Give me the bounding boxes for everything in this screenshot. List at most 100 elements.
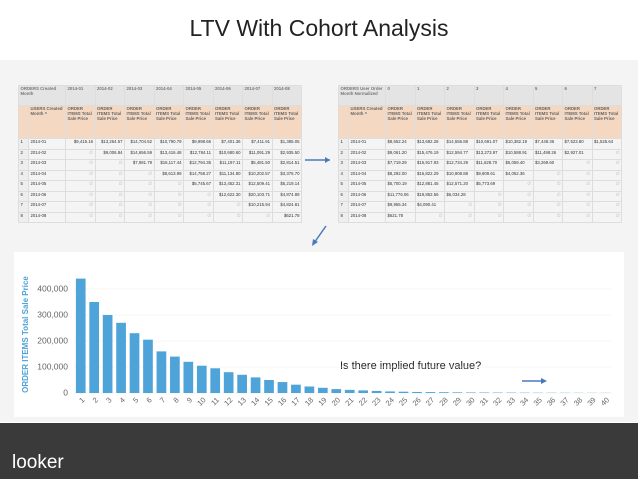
cell: ∅ — [124, 201, 155, 213]
cell: $14,758.27 — [183, 169, 214, 181]
cell: $13,264.57 — [94, 138, 125, 150]
header-row: ORDERS Created Month 2014-01 2014-02 2014-0… — [18, 85, 302, 106]
cell: $8,552.24 — [385, 138, 416, 150]
row-label-header: USERS Created Month ^ — [348, 105, 386, 139]
cell: $6,034.28 — [444, 190, 475, 202]
column-header: 7 — [591, 85, 622, 106]
bar — [116, 322, 126, 393]
cell: $5,700.19 — [385, 180, 416, 192]
column-header: 2014-06 — [212, 85, 243, 106]
cell: ∅ — [503, 211, 534, 223]
row-label: 2014-05 — [28, 180, 66, 192]
cell: ∅ — [503, 190, 534, 202]
cell: ∅ — [503, 180, 534, 192]
y-tick-label: 400,000 — [37, 283, 68, 293]
cell: $5,059.40 — [503, 159, 534, 171]
cell: $7,981.79 — [124, 159, 155, 171]
cell: $10,908.88 — [444, 169, 475, 181]
cell: ∅ — [562, 180, 593, 192]
bar — [264, 380, 274, 393]
cell: $7,448.36 — [532, 138, 563, 150]
cell: $10,382.19 — [503, 138, 534, 150]
cell: ∅ — [183, 211, 214, 223]
cell: ∅ — [562, 211, 593, 223]
table-row: 1 2014-01 $8,552.24 $13,682.28 $14,556.88 $10… — [338, 138, 622, 150]
cell: $9,998.66 — [183, 138, 214, 150]
bar — [439, 392, 449, 393]
table-row: 7 2014-07 $9,955.34 $4,090.41 ∅ ∅ ∅ ∅ ∅ ∅ — [338, 201, 622, 213]
cell: $11,134.80 — [212, 169, 243, 181]
x-tick-label: 1 — [77, 395, 86, 404]
row-number-header — [338, 105, 349, 139]
arrow-head — [541, 378, 547, 384]
cell: $9,809.61 — [473, 169, 504, 181]
slide-title: LTV With Cohort Analysis — [189, 15, 448, 41]
bar — [344, 389, 355, 393]
y-axis-label: ORDER ITEMS Total Sale Price — [21, 276, 30, 393]
cell: ∅ — [444, 211, 475, 223]
column-header: 2014-02 — [94, 85, 125, 106]
row-number: 1 — [338, 138, 349, 150]
cell: ∅ — [94, 159, 125, 171]
row-label: 2014-06 — [28, 190, 66, 202]
bar — [358, 390, 369, 393]
cell: $4,090.41 — [414, 201, 445, 213]
cell: ∅ — [591, 190, 622, 202]
cell: ∅ — [94, 211, 125, 223]
column-header: 2014-05 — [183, 85, 214, 106]
x-tick-label: 2 — [91, 395, 100, 404]
cell: $5,481.50 — [242, 159, 273, 171]
x-tick-label: 11 — [209, 395, 221, 407]
cell: ∅ — [591, 148, 622, 160]
row-number: 6 — [18, 190, 29, 202]
cell: $14,556.88 — [444, 138, 475, 150]
cell: ∅ — [94, 190, 125, 202]
y-tick-label: 200,000 — [37, 335, 68, 345]
cell: ∅ — [473, 201, 504, 213]
cell: ∅ — [124, 169, 155, 181]
corner-header: ORDERS User Order Month Normalized — [338, 85, 386, 106]
cell: $2,814.51 — [271, 159, 302, 171]
row-number: 2 — [18, 148, 29, 160]
cell: ∅ — [65, 159, 96, 171]
row-label: 2014-08 — [348, 211, 386, 223]
subheader-row: USERS Created Month ^ ORDER ITEMS Total S… — [338, 105, 622, 139]
cell: $4,824.81 — [271, 201, 302, 213]
cell: ∅ — [591, 211, 622, 223]
column-header: 2 — [444, 85, 475, 106]
bar — [317, 387, 328, 393]
table-row: 5 2014-05 $5,700.19 $12,881.45 $12,571.20 $5,… — [338, 180, 622, 192]
bar — [331, 389, 342, 393]
cell: $15,917.93 — [414, 159, 445, 171]
column-header: 3 — [473, 85, 504, 106]
bar — [425, 392, 436, 393]
cell: $10,790.79 — [153, 138, 184, 150]
logo: looker — [12, 452, 64, 473]
row-label: 2014-08 — [28, 211, 66, 223]
x-tick-label: 5 — [131, 395, 140, 404]
cell: $9,415.16 — [65, 138, 96, 150]
bar — [102, 315, 113, 393]
row-label: 2014-03 — [348, 159, 386, 171]
row-number: 6 — [338, 190, 349, 202]
cell: $621.78 — [271, 211, 302, 223]
x-tick-label: 8 — [171, 395, 180, 404]
measure-header: ORDER ITEMS Total Sale Price — [212, 105, 243, 139]
x-tick-label: 4 — [118, 395, 127, 404]
cell: $19,852.56 — [414, 190, 445, 202]
cell: ∅ — [124, 190, 155, 202]
cell: $10,588.91 — [503, 148, 534, 160]
row-label-header: USERS Created Month ^ — [28, 105, 66, 139]
bar — [170, 356, 180, 393]
cell: $12,594.77 — [444, 148, 475, 160]
measure-header: ORDER ITEMS Total Sale Price — [183, 105, 214, 139]
column-header: 6 — [562, 85, 593, 106]
bar — [75, 278, 86, 393]
row-number: 5 — [338, 180, 349, 192]
cell: $8,613.99 — [153, 169, 184, 181]
row-label: 2014-06 — [348, 190, 386, 202]
x-tick-label: 6 — [144, 395, 153, 404]
cell: ∅ — [65, 148, 96, 160]
